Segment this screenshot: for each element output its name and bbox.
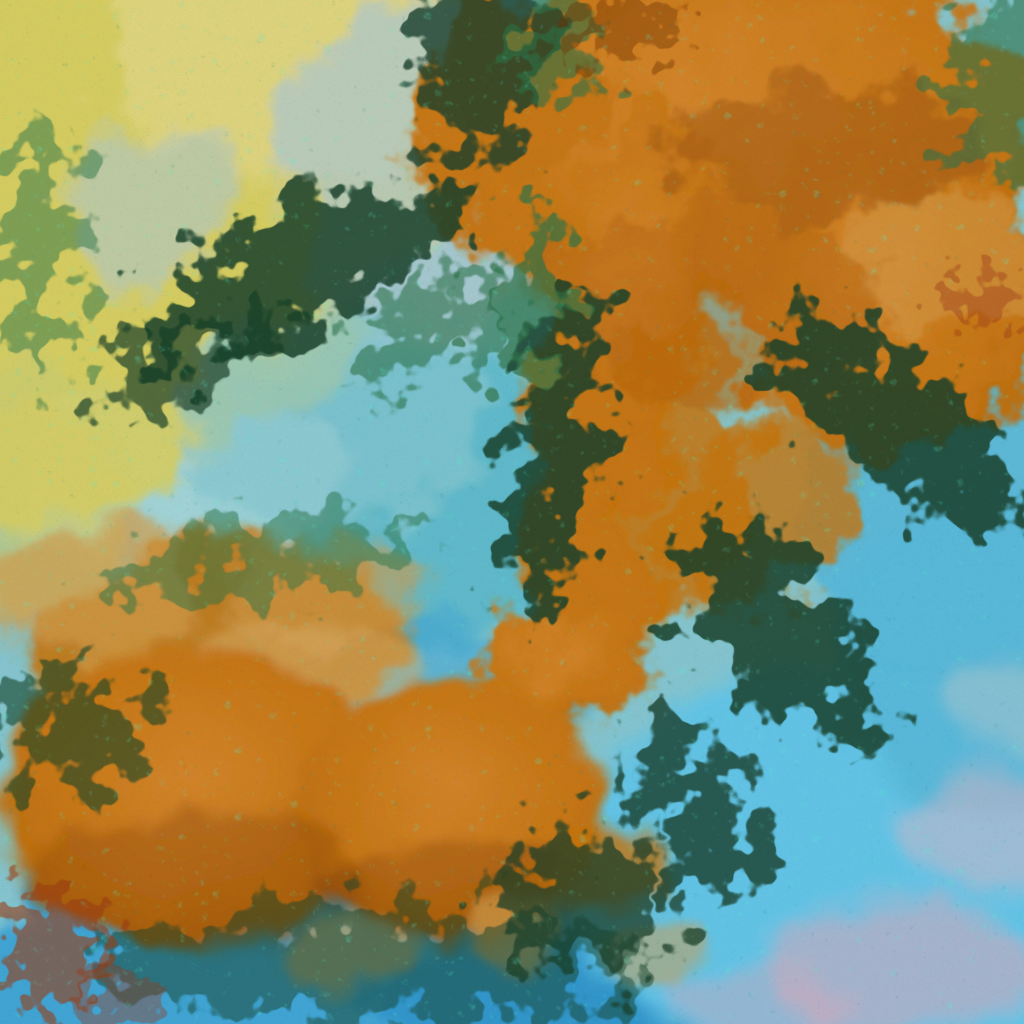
satellite-image-canvas <box>0 0 1024 1024</box>
film-grain-overlay <box>0 0 1024 1024</box>
false-color-satellite-image <box>0 0 1024 1024</box>
